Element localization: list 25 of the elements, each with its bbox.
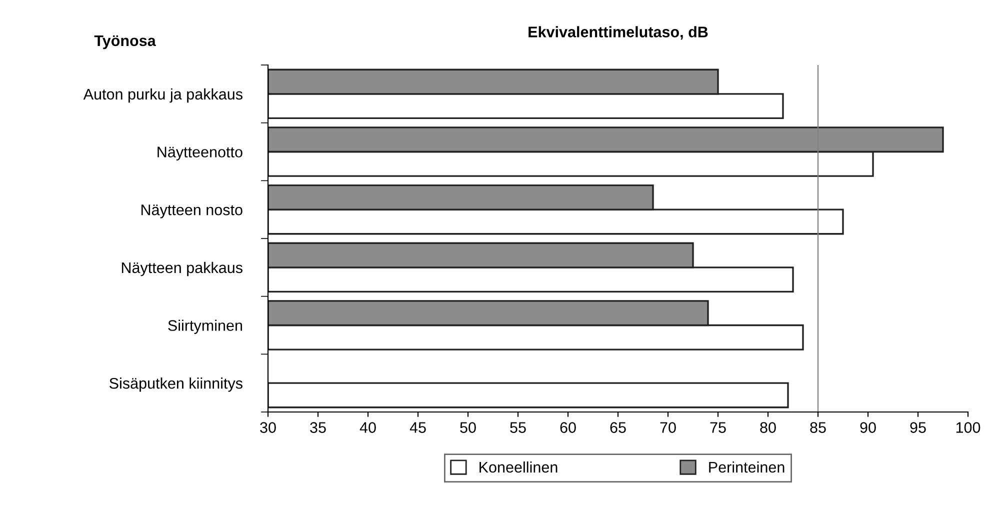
y-tick-label: Sisäputken kiinnitys [110,378,242,392]
x-tick-label: 95 [910,422,926,433]
x-tick-label: 55 [510,422,526,433]
x-tick-label: 35 [310,422,326,433]
y-tick-label: Siirtyminen [168,320,242,334]
chart-title: Ekvivalenttimelutaso, dB [528,26,708,40]
legend-label: Perinteinen [709,461,784,473]
x-tick-label: 45 [410,422,426,433]
x-tick-label: 75 [710,422,726,433]
y-tick-label: Näytteenotto [158,146,242,160]
x-tick-label: 40 [360,422,376,433]
legend-label: Koneellinen [480,461,558,473]
x-tick-label: 70 [660,422,676,433]
x-tick-label: 85 [810,422,826,433]
y-axis-title: Työnosa [94,35,156,50]
x-tick-label: 60 [560,422,576,433]
x-tick-label: 80 [760,422,776,433]
x-tick-label: 100 [956,422,980,433]
y-tick-label: Näytteen nosto [141,204,242,218]
x-tick-label: 65 [610,422,626,433]
y-tick-label: Näytteen pakkaus [122,262,242,276]
y-tick-label: Auton purku ja pakkaus [83,88,242,103]
x-tick-label: 50 [460,422,476,433]
x-tick-label: 30 [260,422,276,433]
x-tick-label: 90 [860,422,876,433]
